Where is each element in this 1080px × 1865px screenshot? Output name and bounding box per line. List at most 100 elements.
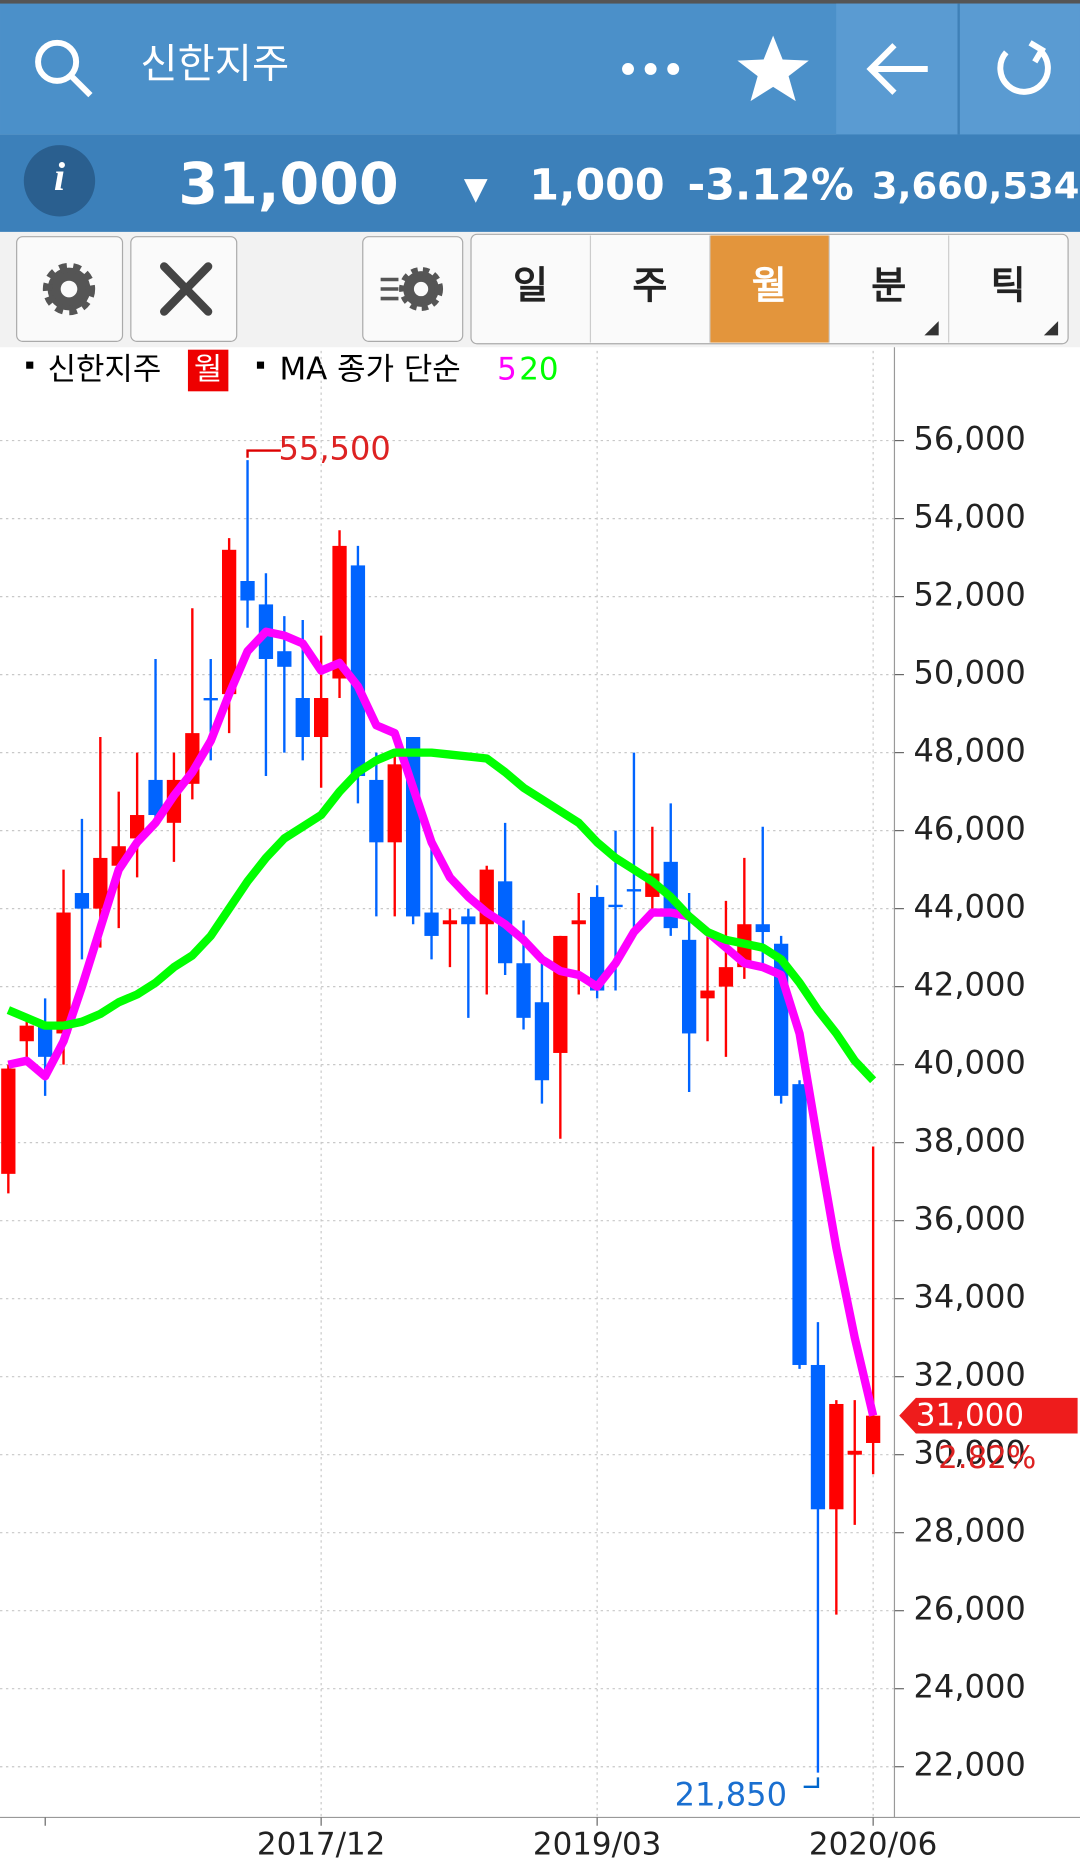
y-tick-label: 46,000 (913, 810, 1025, 848)
last-change-label: 2.82% (938, 1440, 1036, 1476)
candle-body (148, 779, 163, 816)
low-label: 21,850 (675, 1775, 787, 1813)
y-tick-label: 22,000 (913, 1746, 1025, 1784)
y-tick-label: 50,000 (913, 654, 1025, 692)
candle-body (240, 580, 255, 601)
settings-icon[interactable] (42, 262, 96, 316)
change-rate: -3.12% (687, 160, 853, 210)
y-tick-label: 38,000 (913, 1122, 1025, 1160)
tab-corner (924, 321, 939, 336)
candle-body (37, 1021, 53, 1057)
quote-bar (0, 134, 1080, 232)
legend-marker (256, 361, 265, 369)
info-button[interactable] (23, 145, 96, 217)
y-tick-label: 56,000 (913, 420, 1025, 458)
refresh-icon[interactable] (997, 40, 1051, 95)
active-tab (709, 235, 830, 343)
y-tick-label: 34,000 (913, 1278, 1025, 1316)
status-edge (0, 0, 1080, 4)
candle-body (56, 912, 71, 1034)
period-tab[interactable]: 월 (752, 263, 787, 307)
search-icon[interactable] (35, 39, 93, 98)
candle-body (608, 904, 623, 908)
candle-body (866, 1415, 881, 1443)
candle-body (1, 1068, 16, 1174)
price: 31,000 (178, 152, 398, 218)
candle-body (295, 698, 310, 738)
stock-name[interactable]: 신한지주 (140, 40, 289, 88)
indicator-icon[interactable] (380, 267, 444, 312)
candle-body (847, 1450, 862, 1455)
ma-line (6, 748, 877, 1084)
candle-body (74, 893, 90, 909)
y-tick-label: 48,000 (913, 732, 1025, 770)
candle-body (350, 565, 366, 777)
y-tick-label: 40,000 (913, 1044, 1025, 1082)
legend-marker (26, 361, 34, 369)
candle-body (369, 779, 384, 843)
candle-body (553, 935, 568, 1053)
y-tick-label: 54,000 (913, 498, 1025, 536)
period-tab[interactable]: 틱 (991, 263, 1026, 307)
chart-area (0, 347, 1080, 1865)
more-icon[interactable] (622, 63, 680, 75)
candle-body (829, 1403, 844, 1510)
candle-body (626, 889, 642, 892)
candle-body (700, 990, 715, 999)
candle-body (682, 939, 697, 1034)
high-label: 55,500 (278, 430, 390, 468)
ma-line (7, 627, 878, 1417)
legend-entry: 20 (519, 352, 558, 388)
y-tick-label: 36,000 (913, 1200, 1025, 1238)
candle-body (590, 896, 605, 991)
candle-body (755, 924, 770, 933)
candle-body (93, 857, 108, 909)
y-tick-label: 44,000 (913, 888, 1025, 926)
x-tick-label: 2017/12 (257, 1826, 385, 1862)
y-tick-label: 28,000 (913, 1512, 1025, 1550)
candle-body (534, 1002, 550, 1081)
change: 1,000 (529, 160, 664, 210)
favorite-icon[interactable] (737, 35, 809, 102)
y-tick-label: 24,000 (913, 1668, 1025, 1706)
candle-body (203, 698, 218, 701)
x-tick-label: 2020/06 (809, 1826, 937, 1862)
back-icon[interactable] (866, 43, 928, 95)
candle-body (277, 651, 292, 667)
candle-body (424, 912, 439, 936)
candle-body (718, 967, 734, 987)
info-icon[interactable]: i (54, 154, 66, 199)
candle-body (442, 920, 458, 925)
last-price-label: 31,000 (916, 1397, 1024, 1433)
candle-body (792, 1084, 807, 1365)
high-marker (246, 449, 281, 458)
y-tick-label: 26,000 (913, 1590, 1025, 1628)
period-tab[interactable]: 일 (513, 263, 548, 307)
period-tab[interactable]: 분 (871, 263, 906, 307)
x-tick-label: 2019/03 (533, 1826, 661, 1862)
volume: 3,660,534 (872, 164, 1080, 207)
y-tick-label: 32,000 (913, 1356, 1025, 1394)
legend-period-box (187, 349, 229, 392)
y-tick-label: 30,000 (913, 1434, 1025, 1472)
legend-period: 월 (194, 352, 222, 388)
period-tab[interactable]: 주 (632, 263, 667, 307)
candle-body (516, 963, 531, 1018)
low-marker (803, 1777, 820, 1789)
tools-icon[interactable] (159, 262, 213, 316)
y-tick-label: 52,000 (913, 576, 1025, 614)
legend-entry: 5 (497, 352, 517, 388)
legend-symbol: 신한지주 (48, 352, 162, 388)
change-arrow: ▼ (464, 171, 488, 207)
candle-body (19, 1025, 34, 1042)
candle-body (313, 698, 329, 738)
candle-body (221, 549, 237, 695)
legend-ma: MA 종가 단순 (280, 352, 461, 388)
last-price-tag (899, 1397, 1078, 1434)
candle-body (810, 1364, 826, 1510)
tab-corner (1043, 321, 1059, 336)
candle-body (571, 920, 586, 925)
candle-body (461, 916, 476, 925)
